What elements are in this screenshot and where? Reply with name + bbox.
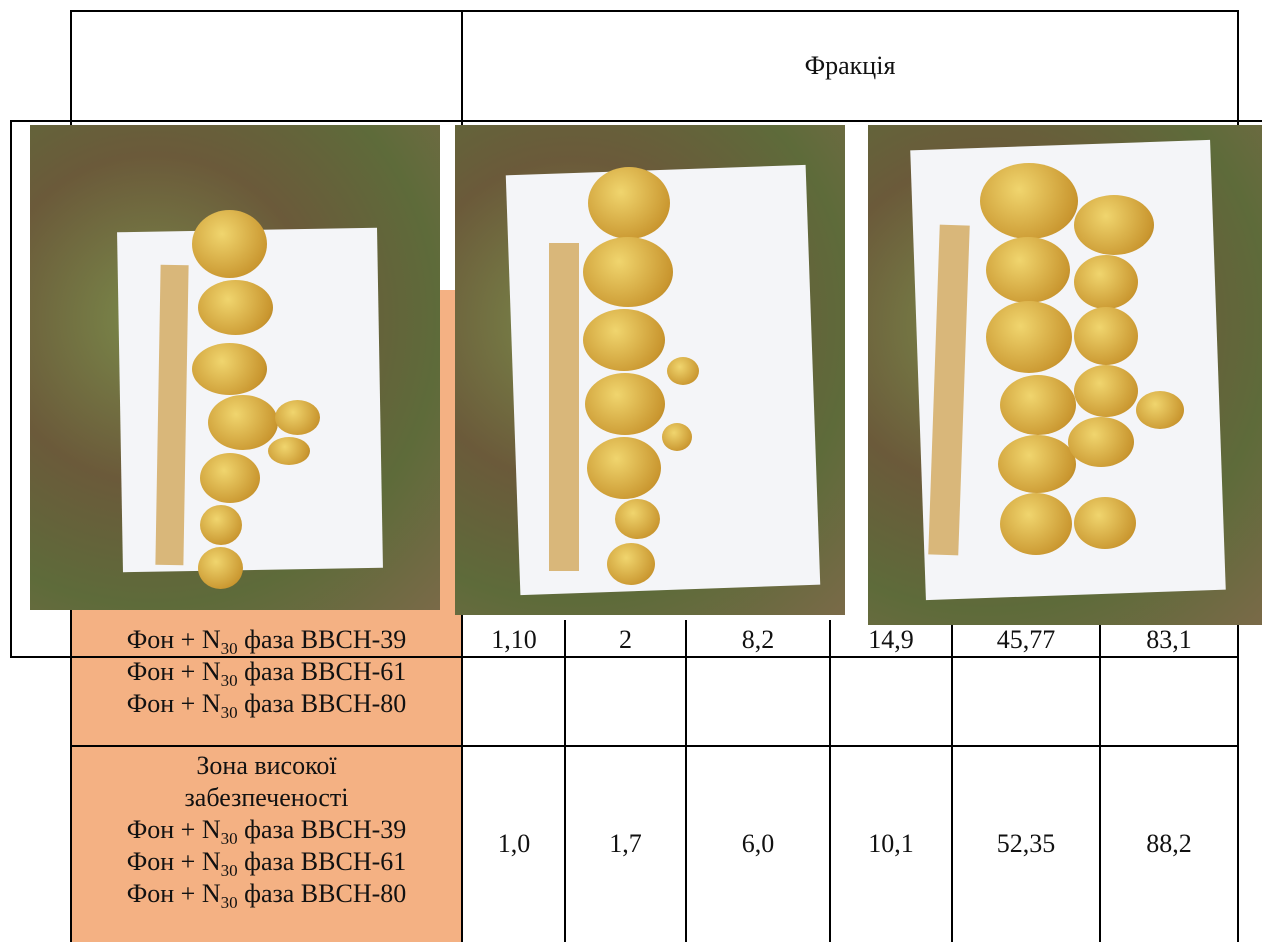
rule xyxy=(829,620,831,942)
value-cell: 2 xyxy=(619,625,632,654)
value-cell: 45,77 xyxy=(996,625,1056,654)
text: фаза BBCH-39 xyxy=(237,815,407,844)
row-label: Фон + N30 фаза BBCH-39 Фон + N30 фаза BB… xyxy=(72,624,461,723)
rule xyxy=(10,120,1262,122)
label-line: Зона високої xyxy=(196,751,337,780)
rule xyxy=(70,10,1239,12)
rule xyxy=(685,620,687,942)
label-line: забезпеченості xyxy=(184,783,349,812)
value-cell: 1,0 xyxy=(497,829,531,858)
text: Фон + N xyxy=(126,847,221,876)
label-line: Фон + N30 фаза BBCH-80 xyxy=(72,688,461,723)
rule xyxy=(564,620,566,942)
sub: 30 xyxy=(220,893,238,913)
text: фаза BBCH-61 xyxy=(237,657,407,686)
label-cell xyxy=(70,746,462,942)
photo xyxy=(455,125,845,615)
photo xyxy=(868,125,1262,625)
value-cell: 1,7 xyxy=(609,829,642,858)
text: Фон + N xyxy=(126,689,221,718)
text: фаза BBCH-80 xyxy=(237,879,407,908)
sub: 30 xyxy=(220,861,238,881)
value-cell: 14,9 xyxy=(868,625,914,654)
label-line: Фон + N30 фаза BBCH-61 xyxy=(72,846,461,881)
rule xyxy=(10,120,12,658)
text: фаза BBCH-39 xyxy=(237,625,407,654)
sub: 30 xyxy=(220,703,238,723)
text: Фон + N xyxy=(126,815,221,844)
label-line: Фон + N30 фаза BBCH-80 xyxy=(72,878,461,913)
rule xyxy=(1099,620,1101,942)
rule xyxy=(951,620,953,942)
value-cell: 52,35 xyxy=(996,829,1056,858)
rule xyxy=(10,656,1239,658)
header-title: Фракція xyxy=(804,51,896,80)
label-line: Фон + N30 фаза BBCH-39 xyxy=(72,624,461,659)
value-cell: 10,1 xyxy=(868,829,914,858)
label-line: Фон + N30 фаза BBCH-39 xyxy=(72,814,461,849)
text: фаза BBCH-61 xyxy=(237,847,407,876)
text: Фон + N xyxy=(126,657,221,686)
value-cell: 6,0 xyxy=(741,829,775,858)
text: Фон + N xyxy=(126,879,221,908)
photo xyxy=(30,125,440,610)
text: Фон + N xyxy=(126,625,221,654)
value-cell: 88,2 xyxy=(1146,829,1192,858)
sub: 30 xyxy=(220,671,238,691)
sub: 30 xyxy=(220,639,238,659)
value-cell: 8,2 xyxy=(741,625,775,654)
value-cell: 83,1 xyxy=(1146,625,1192,654)
row-label: Зона високої забезпеченості Фон + N30 фа… xyxy=(72,750,461,913)
rule xyxy=(70,745,1239,747)
value-cell: 1,10 xyxy=(491,625,537,654)
text: фаза BBCH-80 xyxy=(237,689,407,718)
sub: 30 xyxy=(220,829,238,849)
label-line: Фон + N30 фаза BBCH-61 xyxy=(72,656,461,691)
